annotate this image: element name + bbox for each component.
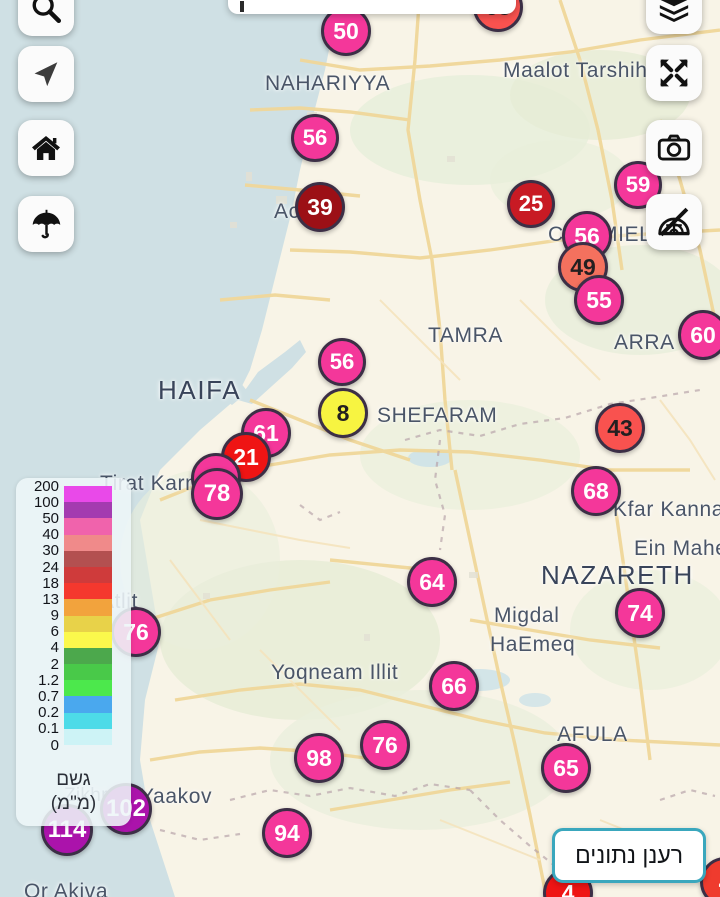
camera-icon [657,134,691,161]
refresh-data-button[interactable]: רענן נתונים [552,828,706,883]
station-marker[interactable]: 55 [574,275,624,325]
layers-icon [659,0,689,23]
station-marker[interactable]: 43 [595,403,645,453]
legend-value: 0.7 [38,688,59,706]
legend-row: 0 [22,738,125,761]
fullscreen-icon [660,59,688,87]
radar-toggle-button[interactable] [646,194,702,250]
legend-value: 6 [50,623,59,641]
legend-value: 40 [42,526,59,544]
legend-row: 50 [22,511,125,535]
search-input[interactable] [228,0,516,14]
legend-row: 4 [22,640,125,665]
my-location-button[interactable] [18,46,74,102]
legend-value: 30 [42,542,59,560]
legend-value: 18 [42,574,59,592]
legend-value: 9 [50,607,59,625]
station-marker[interactable]: 56 [291,114,339,162]
home-button[interactable] [18,120,74,176]
legend-swatch [64,502,112,519]
legend-value: 13 [42,590,59,608]
legend-value: 2 [50,655,59,673]
station-marker[interactable]: 98 [294,733,344,783]
station-marker[interactable]: 78 [191,468,243,520]
legend-swatch [64,518,112,535]
legend-swatch [64,599,112,616]
station-marker[interactable]: 76 [360,720,410,770]
legend-row: 200 [22,479,125,503]
legend-row: 0.7 [22,689,125,713]
umbrella-icon [32,209,60,238]
legend-swatch [64,583,112,600]
legend-swatch [64,550,112,567]
legend-row: 9 [22,608,125,632]
rain-legend: 200 100 50 40 30 24 18 13 9 6 4 2 1.2 0.7 0.2 0.1 0 גשם … [16,478,131,826]
legend-row: 18 [22,576,125,600]
station-marker[interactable]: 74 [615,588,665,638]
legend-row: 100 [22,495,125,519]
legend-swatch [64,647,112,665]
legend-swatch [64,728,112,745]
station-marker[interactable]: 8 [318,388,368,438]
legend-title: גשם [56,769,91,791]
station-marker[interactable]: 60 [678,310,720,360]
legend-row: 30 [22,543,125,567]
station-marker[interactable]: 56 [318,338,366,386]
legend-units: (מ"מ) [50,792,97,814]
legend-row: 2 [22,657,125,681]
fullscreen-button[interactable] [646,45,702,101]
legend-swatch [64,680,112,697]
legend-swatch [64,664,112,681]
search-icon [32,0,62,24]
radar-off-icon [658,207,690,237]
legend-swatch [64,712,112,729]
legend-row: 0.2 [22,705,125,729]
text-caret [240,1,244,12]
station-marker[interactable]: 68 [571,466,621,516]
station-marker[interactable]: 25 [507,180,555,228]
legend-swatch [64,534,112,551]
station-marker[interactable]: 64 [407,557,457,607]
legend-row: 0.1 [22,721,125,745]
legend-swatch [64,486,112,503]
legend-swatch [64,696,112,713]
legend-row: 13 [22,592,125,616]
legend-value: 0.2 [38,704,59,722]
station-marker[interactable]: 66 [429,661,479,711]
legend-value: 50 [42,509,59,527]
rain-layer-button[interactable] [18,196,74,252]
legend-row: 1.2 [22,673,125,697]
legend-row: 6 [22,624,125,648]
camera-button[interactable] [646,120,702,176]
station-marker[interactable]: 65 [541,743,591,793]
legend-value: 100 [33,493,59,511]
legend-swatch [64,566,112,584]
legend-swatch [64,745,112,761]
navigate-icon [34,62,58,87]
legend-swatch [64,631,112,648]
legend-scale: 200 100 50 40 30 24 18 13 9 6 4 2 1.2 0.7 0.2 0.1 0 [22,479,125,761]
legend-value: 0 [50,736,59,754]
legend-value: 200 [33,477,59,495]
legend-row: 40 [22,527,125,551]
search-button[interactable] [18,0,74,36]
legend-row: 24 [22,560,125,584]
layers-button[interactable] [646,0,702,34]
legend-value: 1.2 [38,671,59,689]
station-marker[interactable]: 39 [295,182,345,232]
home-icon [32,136,60,160]
legend-swatch [64,615,112,632]
station-marker[interactable]: 94 [262,808,312,858]
legend-value: 0.1 [38,720,59,738]
legend-value: 24 [42,558,59,576]
legend-value: 4 [50,639,59,657]
